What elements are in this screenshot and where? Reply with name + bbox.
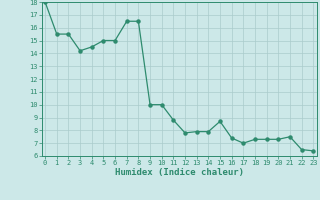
X-axis label: Humidex (Indice chaleur): Humidex (Indice chaleur): [115, 168, 244, 177]
